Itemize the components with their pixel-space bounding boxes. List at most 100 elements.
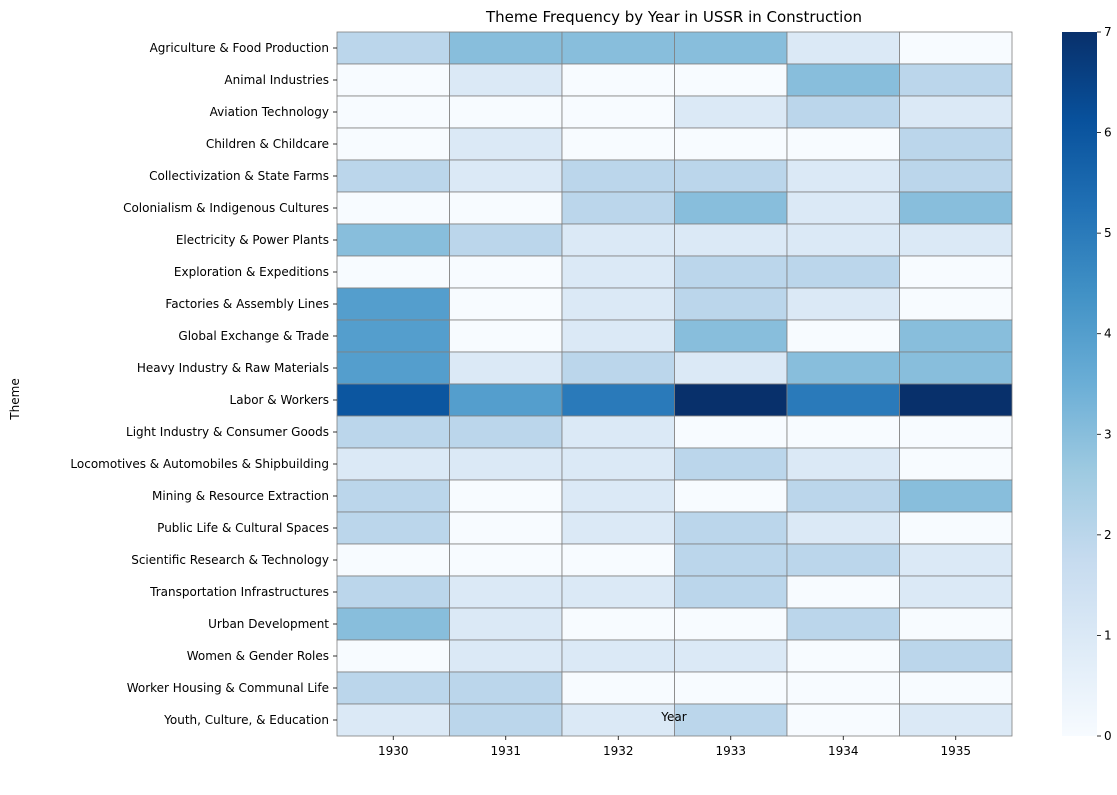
heatmap-cell — [786, 191, 900, 225]
heatmap-cell — [674, 255, 788, 289]
heatmap-cell — [449, 95, 563, 129]
heatmap-cell — [336, 511, 450, 545]
heatmap-cell — [899, 31, 1013, 65]
heatmap-cell — [449, 639, 563, 673]
heatmap-cell — [449, 447, 563, 481]
heatmap-cell — [449, 191, 563, 225]
heatmap-cell — [336, 255, 450, 289]
colorbar-tick-label: 1 — [1104, 628, 1112, 642]
heatmap-cell — [899, 255, 1013, 289]
heatmap-cell — [786, 319, 900, 353]
y-tick-label: Heavy Industry & Raw Materials — [137, 361, 329, 375]
heatmap-cell — [336, 191, 450, 225]
heatmap-cell — [336, 351, 450, 385]
heatmap-cell — [449, 255, 563, 289]
heatmap-cell — [786, 639, 900, 673]
heatmap-cell — [561, 127, 675, 161]
heatmap-cell — [561, 639, 675, 673]
heatmap-cell — [899, 543, 1013, 577]
colorbar-tick-label: 3 — [1104, 427, 1112, 441]
y-tick-label: Factories & Assembly Lines — [165, 297, 329, 311]
heatmap-cell — [336, 671, 450, 705]
heatmap-cell — [899, 383, 1013, 417]
heatmap-cell — [449, 287, 563, 321]
heatmap-cell — [336, 319, 450, 353]
heatmap-cell — [899, 639, 1013, 673]
heatmap-cell — [786, 703, 900, 737]
heatmap-cell — [449, 223, 563, 257]
heatmap-cell — [561, 543, 675, 577]
heatmap-cell — [449, 607, 563, 641]
heatmap-cell — [561, 63, 675, 97]
heatmap-cell — [899, 511, 1013, 545]
heatmap-cell — [899, 415, 1013, 449]
y-tick-label: Public Life & Cultural Spaces — [157, 521, 329, 535]
heatmap-cell — [336, 575, 450, 609]
heatmap-cell — [336, 31, 450, 65]
colorbar — [1062, 32, 1097, 736]
heatmap-cell — [899, 287, 1013, 321]
colorbar-tick-label: 0 — [1104, 729, 1112, 743]
heatmap-cell — [449, 383, 563, 417]
y-tick-label: Youth, Culture, & Education — [163, 713, 329, 727]
heatmap-cell — [674, 447, 788, 481]
heatmap-cell — [336, 127, 450, 161]
heatmap-cell — [336, 639, 450, 673]
heatmap-cell — [336, 415, 450, 449]
heatmap-cell — [561, 447, 675, 481]
heatmap-cell — [674, 671, 788, 705]
heatmap-cell — [786, 159, 900, 193]
heatmap-cell — [899, 127, 1013, 161]
heatmap-cell — [786, 63, 900, 97]
heatmap-cell — [561, 191, 675, 225]
heatmap-cell — [561, 511, 675, 545]
heatmap-cell — [336, 95, 450, 129]
heatmap-cells — [336, 31, 1013, 737]
y-tick-label: Electricity & Power Plants — [176, 233, 329, 247]
y-axis-title: Theme — [8, 378, 22, 420]
heatmap-cell — [449, 319, 563, 353]
heatmap-cell — [336, 703, 450, 737]
colorbar-tick-label: 6 — [1104, 126, 1112, 140]
y-tick-label: Light Industry & Consumer Goods — [126, 425, 329, 439]
heatmap-cell — [561, 607, 675, 641]
heatmap-cell — [674, 31, 788, 65]
heatmap-cell — [449, 671, 563, 705]
x-tick-label: 1931 — [490, 744, 521, 758]
heatmap-cell — [561, 671, 675, 705]
heatmap-cell — [899, 703, 1013, 737]
heatmap-cell — [674, 191, 788, 225]
heatmap-cell — [786, 95, 900, 129]
y-tick-label: Children & Childcare — [206, 137, 329, 151]
heatmap-cell — [674, 127, 788, 161]
heatmap-cell — [449, 511, 563, 545]
x-axis-title: Year — [660, 710, 686, 724]
heatmap-cell — [561, 479, 675, 513]
x-tick-labels: 1930 1931 1932 1933 1934 1935 — [378, 736, 971, 758]
y-tick-label: Collectivization & State Farms — [149, 169, 329, 183]
chart-title: Theme Frequency by Year in USSR in Const… — [485, 8, 862, 26]
heatmap-cell — [674, 351, 788, 385]
heatmap-cell — [899, 575, 1013, 609]
heatmap-cell — [899, 671, 1013, 705]
heatmap-cell — [674, 63, 788, 97]
y-tick-label: Aviation Technology — [210, 105, 329, 119]
heatmap-cell — [674, 607, 788, 641]
heatmap-cell — [336, 543, 450, 577]
heatmap-cell — [561, 31, 675, 65]
y-tick-label: Scientific Research & Technology — [131, 553, 329, 567]
x-tick-label: 1935 — [940, 744, 971, 758]
heatmap-cell — [674, 223, 788, 257]
heatmap-cell — [899, 191, 1013, 225]
y-tick-label: Transportation Infrastructures — [149, 585, 329, 599]
heatmap-cell — [786, 383, 900, 417]
heatmap-cell — [786, 415, 900, 449]
colorbar-ticks: 0 1 2 3 4 5 6 7 — [1097, 25, 1112, 743]
heatmap-cell — [449, 31, 563, 65]
heatmap-cell — [336, 479, 450, 513]
heatmap-cell — [561, 95, 675, 129]
heatmap-cell — [899, 351, 1013, 385]
heatmap-cell — [449, 351, 563, 385]
